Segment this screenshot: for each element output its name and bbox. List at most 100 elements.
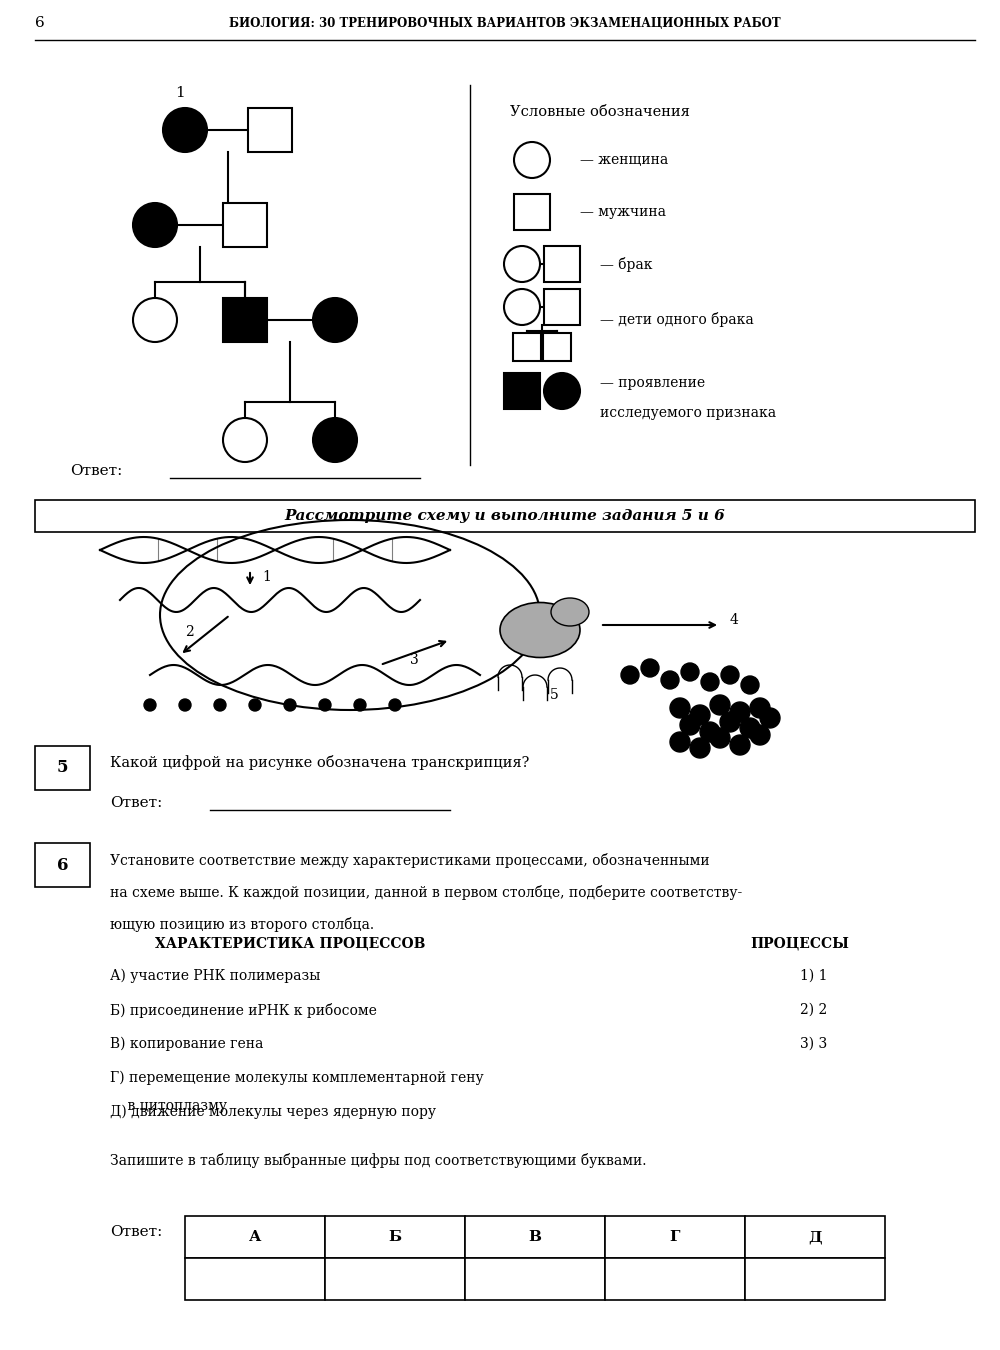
Bar: [745, 1258, 885, 1300]
Text: А: А: [249, 1230, 261, 1243]
Text: — дети одного брака: — дети одного брака: [600, 312, 754, 327]
Text: 3: 3: [410, 653, 419, 667]
Text: Г) перемещение молекулы комплементарной гену: Г) перемещение молекулы комплементарной …: [110, 1071, 484, 1085]
Bar: [605, 1216, 745, 1258]
Circle shape: [504, 246, 540, 282]
Bar: [605, 1258, 745, 1300]
Circle shape: [750, 725, 770, 745]
Text: в цитоплазму: в цитоплазму: [110, 1099, 227, 1112]
Circle shape: [504, 289, 540, 325]
Text: — мужчина: — мужчина: [580, 205, 666, 219]
Circle shape: [670, 698, 690, 718]
Circle shape: [680, 716, 700, 734]
Text: ющую позицию из второго столбца.: ющую позицию из второго столбца.: [110, 917, 374, 932]
Text: 1: 1: [262, 570, 271, 585]
Circle shape: [730, 702, 750, 722]
Text: 2) 2: 2) 2: [800, 1003, 827, 1017]
Circle shape: [144, 699, 156, 711]
Text: ХАРАКТЕРИСТИКА ПРОЦЕССОВ: ХАРАКТЕРИСТИКА ПРОЦЕССОВ: [155, 936, 425, 950]
Text: Г: Г: [670, 1230, 680, 1243]
Text: Ответ:: Ответ:: [70, 464, 122, 478]
Text: исследуемого признака: исследуемого признака: [600, 406, 776, 420]
Circle shape: [214, 699, 226, 711]
Text: Ответ:: Ответ:: [110, 1224, 162, 1239]
Bar: [544, 289, 580, 325]
Text: 5: 5: [57, 760, 68, 776]
Circle shape: [179, 699, 191, 711]
Text: В) копирование гена: В) копирование гена: [110, 1037, 263, 1052]
FancyBboxPatch shape: [35, 842, 90, 887]
Circle shape: [740, 718, 760, 738]
Bar: [185, 1216, 325, 1258]
Bar: [513, 332, 541, 362]
Text: Какой цифрой на рисунке обозначена транскрипция?: Какой цифрой на рисунке обозначена транс…: [110, 756, 529, 771]
Text: на схеме выше. К каждой позиции, данной в первом столбце, подберите соответству-: на схеме выше. К каждой позиции, данной …: [110, 884, 742, 899]
Circle shape: [313, 418, 357, 462]
Bar: [248, 108, 292, 153]
Text: 2: 2: [185, 625, 194, 639]
Text: 3) 3: 3) 3: [800, 1037, 827, 1052]
Circle shape: [760, 707, 780, 728]
Bar: [514, 194, 550, 230]
Text: Рассмотрите схему и выполните задания 5 и 6: Рассмотрите схему и выполните задания 5 …: [285, 509, 725, 522]
Circle shape: [670, 732, 690, 752]
Ellipse shape: [551, 598, 589, 626]
Text: Б) присоединение иРНК к рибосоме: Б) присоединение иРНК к рибосоме: [110, 1003, 377, 1018]
Circle shape: [133, 298, 177, 342]
Text: 6: 6: [35, 16, 45, 30]
Text: 1) 1: 1) 1: [800, 969, 828, 983]
Text: Д) движение молекулы через ядерную пору: Д) движение молекулы через ядерную пору: [110, 1104, 436, 1119]
Text: А) участие РНК полимеразы: А) участие РНК полимеразы: [110, 969, 320, 983]
Circle shape: [544, 373, 580, 409]
Circle shape: [313, 298, 357, 342]
Text: ПРОЦЕССЫ: ПРОЦЕССЫ: [751, 936, 849, 950]
Bar: [223, 202, 267, 247]
Text: — брак: — брак: [600, 256, 652, 271]
Bar: [223, 298, 267, 342]
Circle shape: [514, 142, 550, 178]
Bar: [544, 246, 580, 282]
Text: — женщина: — женщина: [580, 153, 668, 167]
Bar: [745, 1216, 885, 1258]
Circle shape: [710, 728, 730, 748]
Text: 4: 4: [730, 613, 739, 626]
Circle shape: [661, 671, 679, 689]
Circle shape: [163, 108, 207, 153]
Bar: [465, 1216, 605, 1258]
Bar: [504, 373, 540, 409]
Text: Б: Б: [388, 1230, 402, 1243]
Circle shape: [681, 663, 699, 680]
Circle shape: [701, 674, 719, 691]
Ellipse shape: [500, 602, 580, 657]
Circle shape: [690, 738, 710, 757]
Circle shape: [133, 202, 177, 247]
Text: 6: 6: [57, 856, 68, 873]
Circle shape: [741, 676, 759, 694]
Circle shape: [750, 698, 770, 718]
FancyBboxPatch shape: [35, 747, 90, 790]
Text: — проявление: — проявление: [600, 377, 705, 390]
Circle shape: [690, 705, 710, 725]
Text: Установите соответствие между характеристиками процессами, обозначенными: Установите соответствие между характерис…: [110, 852, 710, 868]
Circle shape: [389, 699, 401, 711]
Circle shape: [721, 666, 739, 684]
Text: Условные обозначения: Условные обозначения: [510, 105, 690, 119]
Bar: [185, 1258, 325, 1300]
Circle shape: [621, 666, 639, 684]
Circle shape: [354, 699, 366, 711]
Text: БИОЛОГИЯ: 30 ТРЕНИРОВОЧНЫХ ВАРИАНТОВ ЭКЗАМЕНАЦИОННЫХ РАБОТ: БИОЛОГИЯ: 30 ТРЕНИРОВОЧНЫХ ВАРИАНТОВ ЭКЗ…: [229, 18, 781, 30]
Bar: [543, 332, 571, 362]
Circle shape: [710, 695, 730, 716]
Bar: [465, 1258, 605, 1300]
Text: 5: 5: [550, 688, 559, 702]
Text: В: В: [528, 1230, 542, 1243]
Circle shape: [319, 699, 331, 711]
FancyBboxPatch shape: [35, 500, 975, 532]
Circle shape: [249, 699, 261, 711]
Text: Д: Д: [808, 1230, 822, 1243]
Text: Запишите в таблицу выбранные цифры под соответствующими буквами.: Запишите в таблицу выбранные цифры под с…: [110, 1153, 646, 1169]
Text: Ответ:: Ответ:: [110, 796, 162, 810]
Circle shape: [223, 418, 267, 462]
Circle shape: [641, 659, 659, 676]
Bar: [325, 1216, 465, 1258]
